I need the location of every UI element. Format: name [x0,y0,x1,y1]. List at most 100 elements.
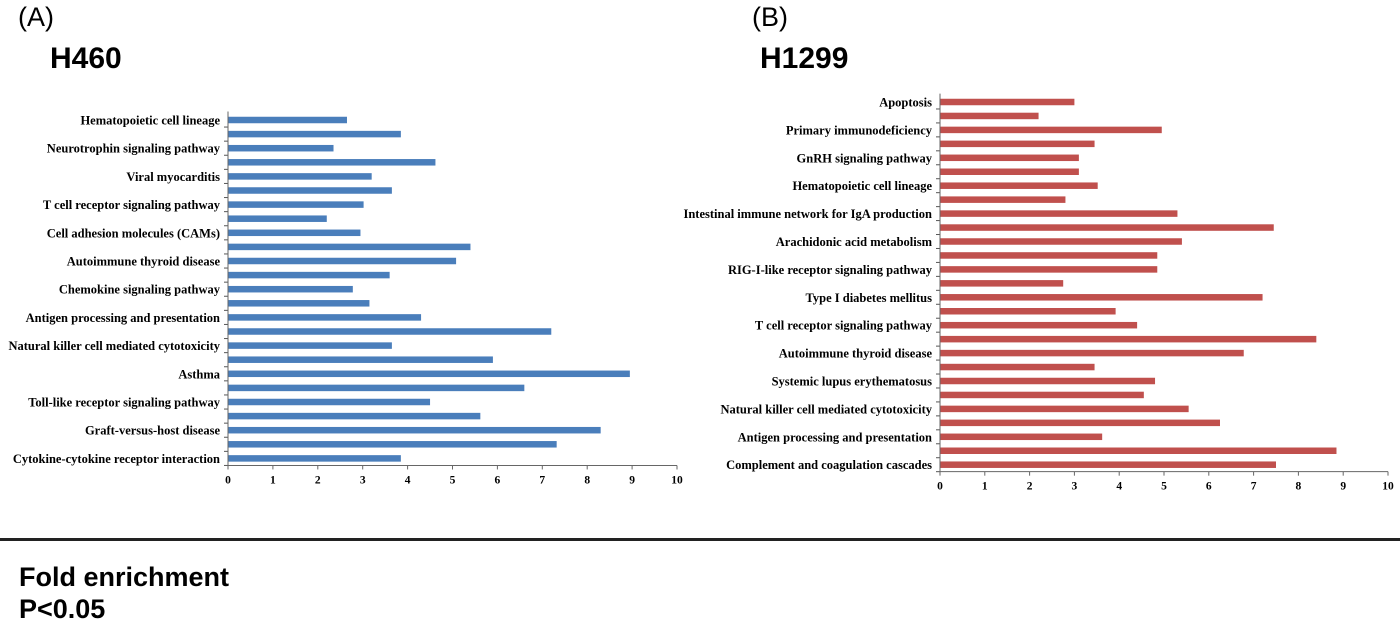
h1299-bar [940,210,1178,217]
h1299-bar [940,98,1075,106]
h460-x-tick-label: 3 [360,474,366,486]
h1299-category-label: Antigen processing and presentation [738,430,932,444]
h460-bar [228,215,327,222]
h460-bar [228,173,372,180]
h1299-bar [940,391,1144,399]
h460-category-label: Chemokine signaling pathway [59,283,221,297]
h1299-category-label: T cell receptor signaling pathway [755,319,933,333]
h1299-bar [940,308,1116,315]
panel-b-title: H1299 [760,42,849,75]
h1299-bar [940,266,1158,273]
h1299-category-label: Complement and coagulation cascades [726,458,932,472]
h460-bar [228,116,347,124]
h1299-bar [940,349,1244,357]
h1299-category-label: Apoptosis [879,96,932,110]
h1299-bar [940,335,1317,343]
h460-bar [228,187,392,194]
h460-category-label: Antigen processing and presentation [26,311,220,325]
h1299-category-label: Natural killer cell mediated cytotoxicit… [720,402,932,416]
h1299-x-tick-label: 10 [1382,481,1394,493]
h1299-bar [940,321,1138,329]
h1299-x-tick-label: 0 [937,481,943,493]
h460-bar [228,398,431,406]
h1299-category-label: RIG-I-like receptor signaling pathway [728,263,933,277]
h460-bar-chart: Hematopoietic cell lineage Neurotrophin s… [8,111,683,486]
h1299-x-tick-label: 9 [1340,481,1346,493]
h1299-x-tick-label: 7 [1251,481,1257,493]
h1299-bar [940,126,1162,134]
h460-bar [228,257,457,265]
h460-bar [228,159,436,166]
h460-bar [228,356,493,363]
h460-bar [228,300,370,307]
h460-x-tick-label: 9 [629,474,635,486]
h1299-category-label: Intestinal immune network for IgA produc… [683,207,932,221]
h1299-bar [940,433,1103,441]
h1299-bar [940,280,1064,287]
h460-bar [228,412,481,420]
h460-bar [228,243,471,251]
h460-category-label: Cell adhesion molecules (CAMs) [47,226,220,240]
h1299-category-label: Hematopoietic cell lineage [792,179,932,193]
panel-a-title: H460 [50,42,122,75]
h1299-category-label: Systemic lupus erythematosus [772,375,933,389]
footer-fold-enrichment: Fold enrichment [19,562,230,592]
h460-category-label: T cell receptor signaling pathway [43,198,221,212]
h1299-x-tick-label: 4 [1116,481,1122,493]
h1299-category-label: Arachidonic acid metabolism [776,235,933,249]
h460-bar [228,285,353,293]
h460-x-tick-label: 0 [225,474,231,486]
divider-line [0,538,1400,541]
h1299-bar [940,224,1274,231]
h1299-x-tick-label: 1 [982,481,988,493]
h1299-x-tick-label: 3 [1072,481,1078,493]
h460-category-label: Cytokine-cytokine receptor interaction [13,452,220,466]
h460-bar [228,229,361,237]
h1299-bar [940,154,1079,162]
h460-x-tick-label: 8 [584,474,590,486]
h1299-x-tick-label: 6 [1206,481,1212,493]
h1299-category-label: Autoimmune thyroid disease [779,347,933,361]
h460-x-tick-label: 7 [539,474,545,486]
h1299-category-label: Primary immunodeficiency [786,123,933,137]
h1299-category-label: Type I diabetes mellitus [805,291,932,305]
h460-category-label: Natural killer cell mediated cytotoxicit… [8,339,220,353]
h1299-bar [940,294,1263,301]
h460-x-tick-label: 6 [495,474,501,486]
h460-category-label: Hematopoietic cell lineage [80,114,220,128]
h1299-bar [940,238,1182,245]
h460-category-label: Graft-versus-host disease [85,424,221,438]
h460-bar [228,342,392,349]
h1299-category-label: GnRH signaling pathway [797,151,933,165]
h460-bar [228,130,401,138]
h1299-x-tick-label: 2 [1027,481,1033,493]
h460-bar [228,384,525,392]
h1299-bar [940,140,1095,148]
h1299-x-tick-label: 5 [1161,481,1167,493]
h460-bar [228,370,630,378]
h460-bar [228,201,364,208]
h460-x-tick-label: 2 [315,474,321,486]
h460-category-label: Autoimmune thyroid disease [67,255,221,269]
h460-bar [228,441,557,448]
h460-category-label: Viral myocarditis [126,170,220,184]
h1299-bar [940,461,1276,468]
footer-p-value: P<0.05 [19,594,106,624]
h460-x-tick-label: 5 [450,474,456,486]
h1299-bar [940,447,1337,454]
h1299-bar [940,405,1189,413]
h460-bar [228,455,401,462]
h460-x-tick-label: 1 [270,474,276,486]
h1299-bar [940,112,1039,120]
h460-bar [228,314,422,321]
h460-x-tick-label: 4 [405,474,411,486]
h1299-bar [940,377,1156,385]
h460-bar [228,271,390,279]
panel-b-letter: (B) [752,2,788,32]
panel-a-letter: (A) [18,2,54,32]
h460-bar [228,426,601,434]
h460-category-label: Asthma [178,367,220,381]
h460-bar [228,328,552,335]
h1299-x-tick-label: 8 [1296,481,1302,493]
h1299-bar [940,182,1098,189]
